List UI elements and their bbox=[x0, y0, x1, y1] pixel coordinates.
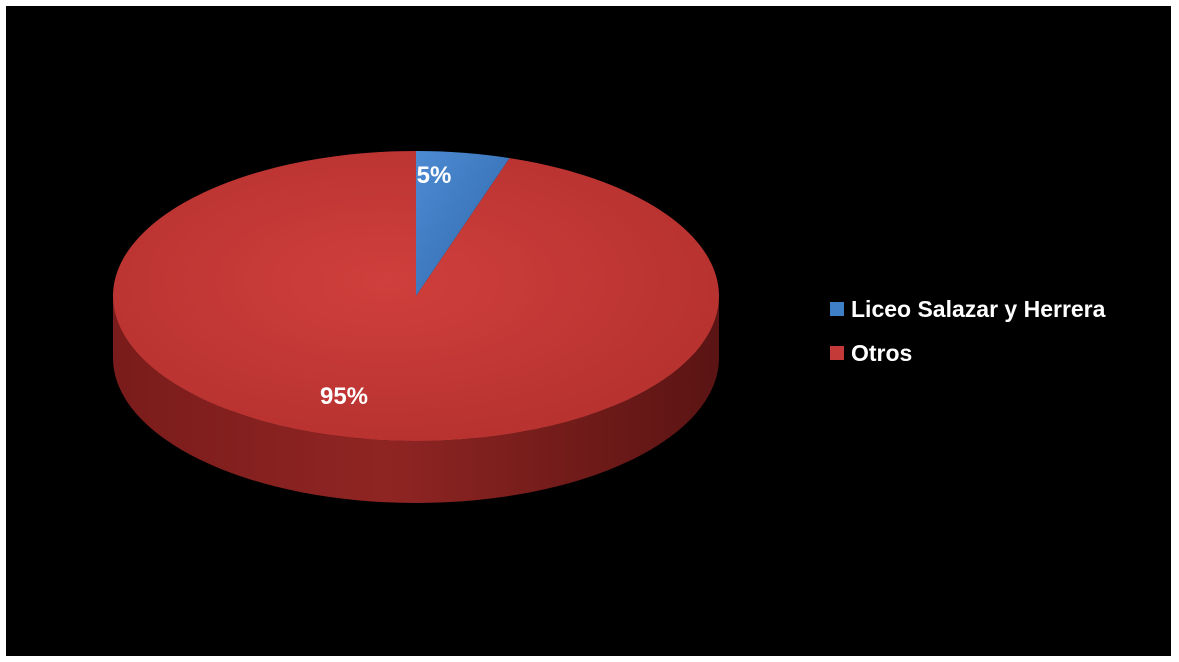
pie-side-wall bbox=[113, 296, 719, 503]
legend-label-otros: Otros bbox=[851, 339, 913, 366]
legend-item-liceo: Liceo Salazar y Herrera bbox=[830, 294, 1105, 324]
data-label-liceo: 5% bbox=[417, 162, 452, 189]
legend-label-liceo: Liceo Salazar y Herrera bbox=[851, 295, 1106, 322]
legend-swatch-otros bbox=[830, 346, 844, 360]
pie-slice-otros bbox=[113, 151, 720, 441]
data-label-otros: 95% bbox=[320, 383, 368, 410]
legend-swatch-liceo bbox=[830, 302, 844, 316]
pie-chart: 5% 95% bbox=[113, 151, 720, 503]
pie-slice-liceo bbox=[416, 151, 510, 296]
legend: Liceo Salazar y Herrera Otros bbox=[830, 294, 1105, 382]
legend-item-otros: Otros bbox=[830, 338, 1105, 368]
chart-area: 5% 95% Liceo Salazar y Herrera Otros bbox=[6, 6, 1171, 656]
